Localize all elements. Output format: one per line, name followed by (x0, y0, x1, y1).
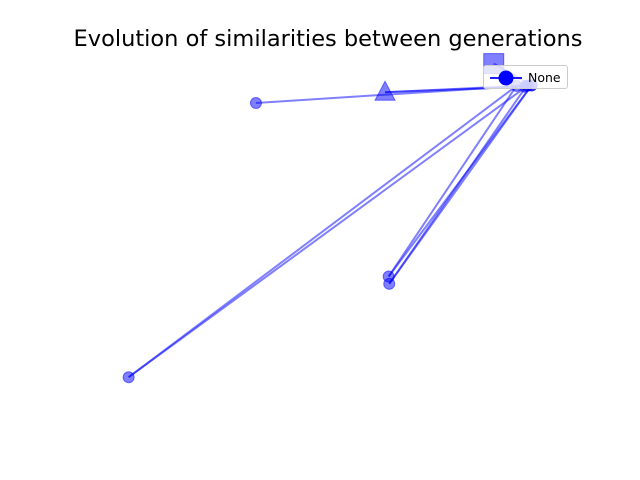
data-point-circle (249, 96, 262, 109)
legend: None (483, 65, 568, 89)
data-point-circle (383, 277, 396, 290)
legend-line-marker-icon (490, 70, 522, 86)
series-markers (122, 53, 538, 384)
legend-entry-label: None (528, 70, 561, 85)
series-lines (128, 62, 533, 379)
chart-title: Evolution of similarities between genera… (73, 26, 583, 52)
series-segment (128, 84, 529, 379)
series-segment (388, 85, 528, 285)
series-segment (387, 85, 518, 278)
data-point-circle (122, 371, 135, 384)
series-segment (128, 85, 518, 379)
data-point-triangle (374, 80, 396, 101)
